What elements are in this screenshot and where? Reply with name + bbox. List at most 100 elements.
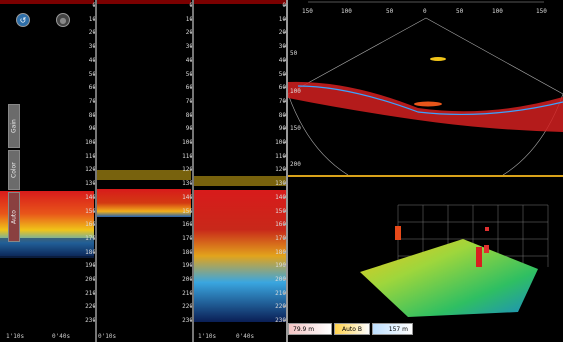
depth-tick-mark xyxy=(283,155,286,157)
depth-tick-mark xyxy=(190,18,193,20)
depth-tick-label: 100 xyxy=(85,139,96,146)
depth-tick-label: 180 xyxy=(182,248,193,256)
depth-tick-label: 100 xyxy=(275,139,286,146)
depth-tick-mark xyxy=(93,87,96,89)
depth-tick-mark xyxy=(190,210,193,212)
depth-tick-mark xyxy=(283,265,286,267)
depth-scale-3: 0102030405060708090100110120130140150160… xyxy=(266,0,286,342)
depth-tick-mark xyxy=(190,155,193,157)
depth-tick-label: 130 xyxy=(85,180,96,188)
time-label: 1'10s xyxy=(6,333,25,340)
depth-tick-label: 50 xyxy=(173,71,193,78)
depth-tick-mark xyxy=(190,5,193,6)
side-tab-color[interactable]: Color xyxy=(8,150,20,190)
time-label: 0'40s xyxy=(52,333,71,340)
depth-tick-mark xyxy=(190,183,193,185)
depth-tick-label: 70 xyxy=(76,98,96,105)
status-right-value[interactable]: 157 m xyxy=(372,323,413,335)
status-left-value[interactable]: 79.9 m xyxy=(288,323,332,335)
echogram-2-graphic xyxy=(97,0,191,217)
depth-tick-mark xyxy=(93,5,96,6)
depth-tick-label: 100 xyxy=(182,139,193,146)
depth-tick-mark xyxy=(283,251,286,253)
depth-tick-mark xyxy=(93,279,96,280)
depth-tick-label: 230 xyxy=(85,317,96,325)
depth-tick-mark xyxy=(93,224,96,226)
depth-tick-mark xyxy=(283,59,286,61)
range-label: 0 xyxy=(423,8,427,15)
depth-tick-label: 130 xyxy=(182,180,193,188)
depth-tick-label: 110 xyxy=(85,152,96,160)
depth-tick-label: 90 xyxy=(173,125,193,132)
depth-tick-label: 200 xyxy=(85,276,96,283)
depth-tick-mark xyxy=(93,183,96,185)
depth-tick-label: 80 xyxy=(76,112,96,119)
side-tab-label: Color xyxy=(10,162,18,178)
range-label: 100 xyxy=(492,8,503,15)
depth-tick-mark xyxy=(283,210,286,212)
depth-tick-mark xyxy=(93,169,96,171)
depth-tick-mark xyxy=(93,251,96,253)
depth-tick-label: 140 xyxy=(85,193,96,201)
back-button[interactable]: ↺ xyxy=(16,13,30,27)
depth-tick-mark xyxy=(190,46,193,48)
depth-tick-mark xyxy=(93,18,96,20)
depth-tick-label: 170 xyxy=(275,234,286,242)
range-label: 150 xyxy=(536,8,547,15)
range-label: 150 xyxy=(302,8,313,15)
depth-tick-label: 120 xyxy=(275,166,286,174)
depth-tick-mark xyxy=(93,292,96,294)
status-mode[interactable]: Auto B xyxy=(334,323,370,335)
sector-sonar-graphic xyxy=(288,1,563,175)
depth-tick-label: 230 xyxy=(275,317,286,325)
sector-sonar-view: 150 100 50 0 50 100 150 50 100 150 200 xyxy=(288,0,563,175)
echogram-3-graphic xyxy=(194,0,286,322)
depth-tick-mark xyxy=(190,224,193,226)
echogram-divider xyxy=(286,0,288,342)
circle-icon: ● xyxy=(59,15,67,25)
depth-tick-mark xyxy=(190,142,193,143)
depth-tick-label: 230 xyxy=(182,317,193,325)
depth-scale-1: 0102030405060708090100110120130140150160… xyxy=(76,0,96,342)
depth-tick-label: 80 xyxy=(173,112,193,119)
depth-tick-label: 180 xyxy=(85,248,96,256)
depth-tick-label: 190 xyxy=(85,262,96,270)
depth-tick-mark xyxy=(283,183,286,185)
depth-tick-mark xyxy=(93,100,96,102)
depth-tick-mark xyxy=(283,169,286,171)
depth-tick-label: 200 xyxy=(275,276,286,283)
range-label: 50 xyxy=(456,8,464,15)
seabed-3d-view xyxy=(288,177,563,342)
depth-tick-label: 220 xyxy=(182,303,193,311)
range-label: 100 xyxy=(341,8,352,15)
depth-tick-label: 210 xyxy=(85,289,96,297)
depth-tick-mark xyxy=(93,46,96,48)
depth-scale-2: 0102030405060708090100110120130140150160… xyxy=(173,0,193,342)
depth-tick-mark xyxy=(190,237,193,239)
side-tab-auto[interactable]: Auto xyxy=(8,192,20,242)
depth-tick-label: 70 xyxy=(173,98,193,105)
depth-tick-mark xyxy=(283,292,286,294)
side-tab-label: Gain xyxy=(10,119,18,133)
depth-tick-mark xyxy=(190,32,193,34)
side-tab-gain[interactable]: Gain xyxy=(8,104,20,148)
depth-tick-mark xyxy=(93,142,96,143)
depth-tick-label: 190 xyxy=(275,262,286,270)
depth-tick-mark xyxy=(93,114,96,116)
depth-tick-mark xyxy=(283,306,286,308)
depth-tick-mark xyxy=(93,155,96,157)
depth-tick-mark xyxy=(190,100,193,102)
depth-tick-label: 40 xyxy=(76,57,96,64)
status-bar: 79.9 m Auto B 157 m xyxy=(288,323,413,335)
depth-tick-mark xyxy=(283,128,286,130)
depth-tick-mark xyxy=(93,32,96,34)
depth-tick-mark xyxy=(283,320,286,322)
settings-button[interactable]: ● xyxy=(56,13,70,27)
view-separator xyxy=(288,175,563,177)
range-label: 50 xyxy=(386,8,394,15)
depth-tick-label: 90 xyxy=(76,125,96,132)
depth-tick-mark xyxy=(190,73,193,75)
depth-tick-mark xyxy=(283,73,286,75)
depth-tick-label: 30 xyxy=(266,43,286,50)
